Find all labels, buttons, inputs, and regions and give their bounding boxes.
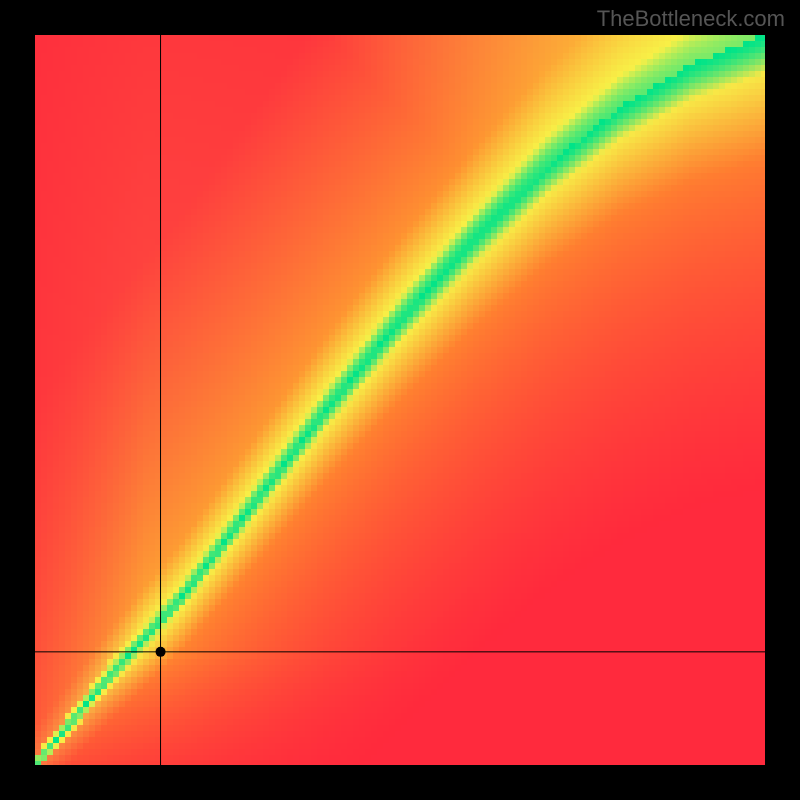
bottleneck-heatmap (0, 0, 800, 800)
watermark-text: TheBottleneck.com (597, 6, 785, 32)
chart-container: TheBottleneck.com (0, 0, 800, 800)
